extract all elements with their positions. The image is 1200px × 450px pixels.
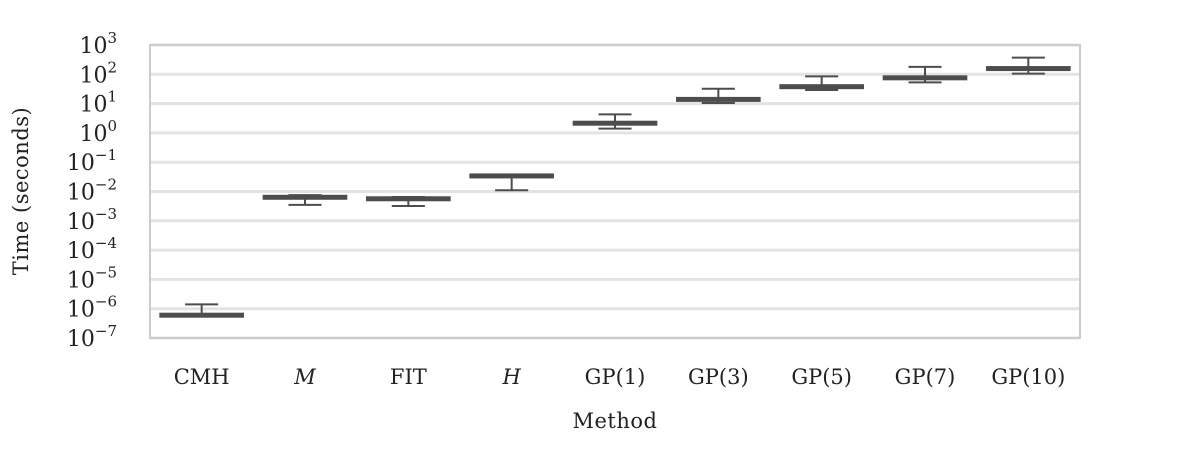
box-gp-7- bbox=[882, 65, 968, 84]
y-tick-label: 10−5 bbox=[67, 263, 117, 293]
box-gp-1- bbox=[572, 113, 658, 130]
x-tick-label: GP(1) bbox=[585, 365, 646, 389]
y-tick-label: 10−4 bbox=[67, 234, 117, 264]
x-axis-label: Method bbox=[573, 409, 658, 433]
y-tick-label: 10−1 bbox=[67, 146, 117, 176]
y-tick-label: 102 bbox=[79, 58, 117, 88]
box-gp-5- bbox=[779, 75, 864, 92]
x-tick-label: GP(3) bbox=[688, 365, 749, 389]
box-m bbox=[262, 194, 348, 206]
x-tick-label: CMH bbox=[174, 365, 230, 389]
boxes bbox=[159, 56, 1071, 318]
y-tick-label: 100 bbox=[79, 117, 117, 147]
y-tick-label: 10−7 bbox=[67, 322, 117, 352]
x-tick-label: FIT bbox=[390, 365, 427, 389]
x-tick-label: GP(5) bbox=[791, 365, 852, 389]
box-gp-10- bbox=[986, 56, 1071, 75]
plot-frame bbox=[149, 44, 1081, 339]
x-tick-label: M bbox=[293, 365, 316, 389]
y-tick-label: 103 bbox=[79, 29, 117, 59]
grid-lines bbox=[150, 43, 1080, 340]
box-fit bbox=[366, 195, 451, 207]
box-gp-3- bbox=[676, 87, 761, 104]
box-h bbox=[469, 173, 555, 192]
box-cmh bbox=[159, 303, 244, 318]
x-tick-labels: CMH M FIT H GP(1) GP(3) GP(5) GP(7) GP(10) bbox=[174, 365, 1066, 389]
x-tick-label: GP(7) bbox=[895, 365, 956, 389]
y-axis-label: Time (seconds) bbox=[9, 107, 33, 275]
y-tick-label: 101 bbox=[79, 88, 117, 118]
y-tick-label: 10−6 bbox=[67, 293, 117, 323]
y-tick-label: 10−3 bbox=[67, 205, 117, 235]
x-tick-label: H bbox=[502, 365, 522, 389]
x-tick-label: GP(10) bbox=[991, 365, 1065, 389]
y-tick-label: 10−2 bbox=[67, 176, 117, 206]
